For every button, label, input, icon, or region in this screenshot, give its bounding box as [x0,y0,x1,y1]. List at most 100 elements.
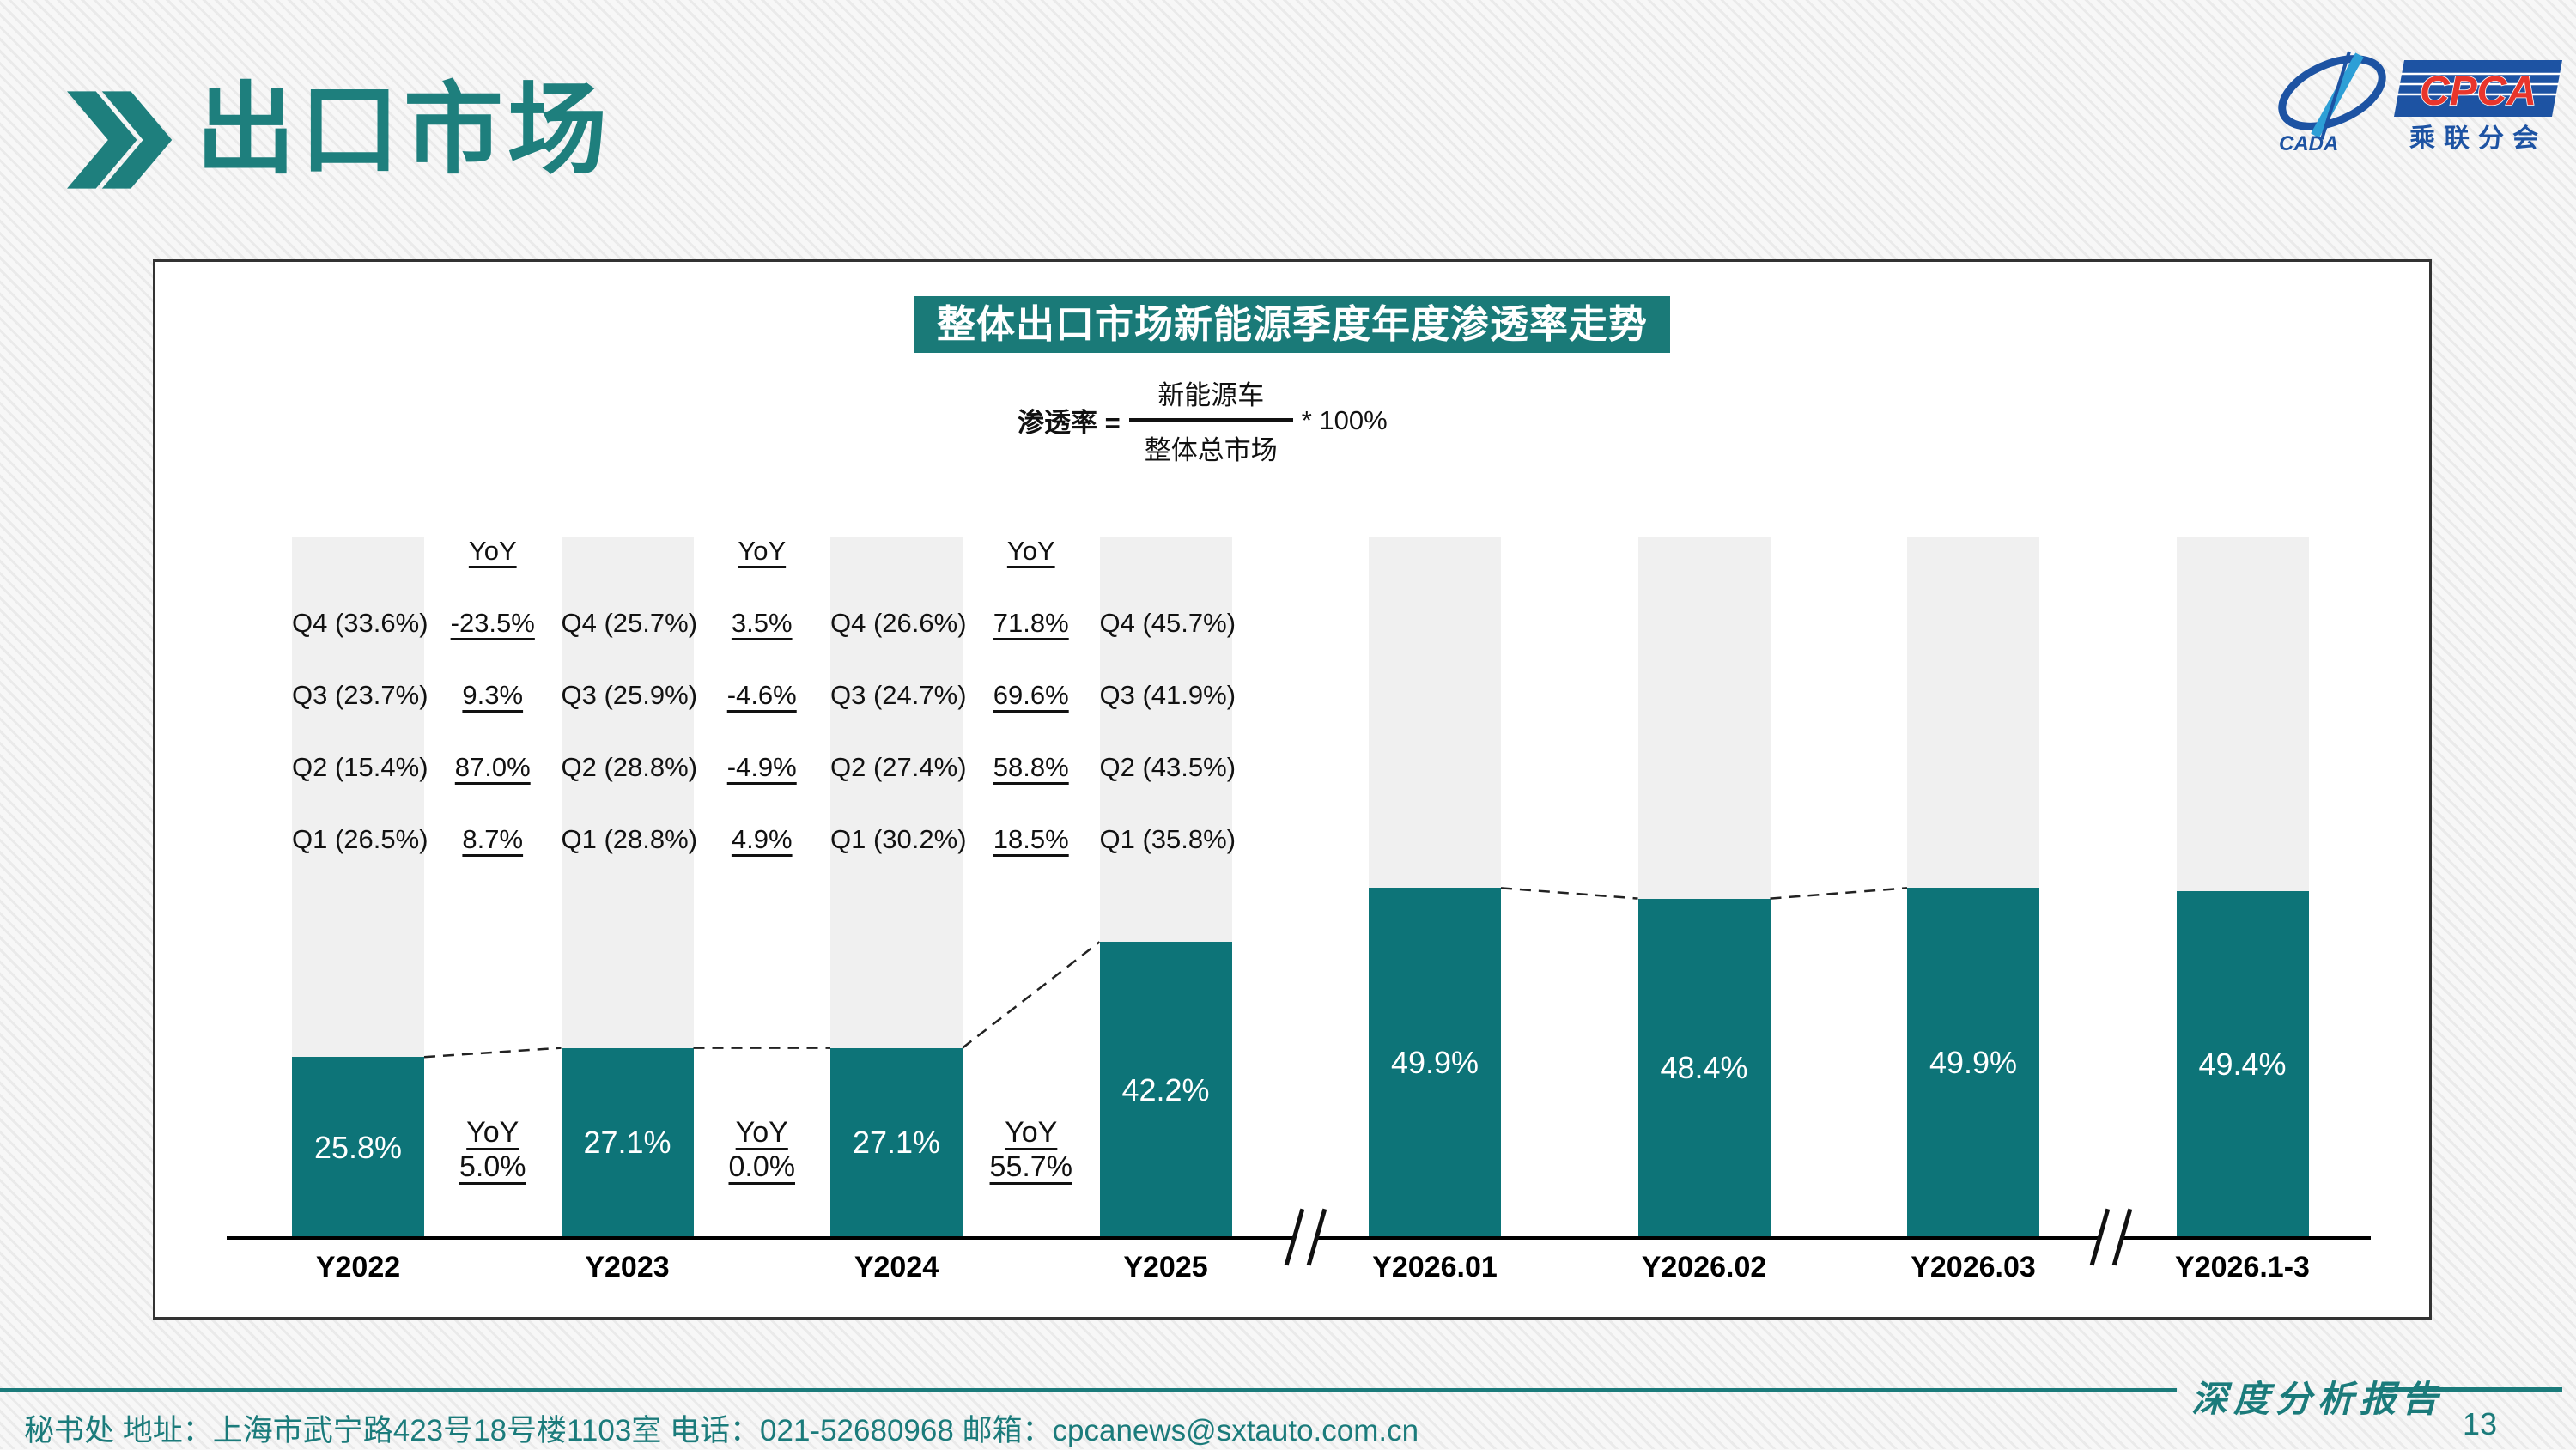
yoy-header: YoY [468,536,517,566]
cpca-text: CPCA [2420,69,2537,114]
yoy-value: 4.9% [731,824,793,854]
quarter-share: Q3 (24.7%) [830,680,967,710]
yoy-value: -23.5% [450,608,535,638]
yoy-value: 3.5% [731,608,793,638]
quarter-share: Q4 (45.7%) [1099,608,1236,638]
quarterly-column-y2025: Q4 (45.7%) Q3 (41.9%) Q2 (43.5%) Q1 (35.… [1100,607,1236,895]
x-axis-label: Y2022 [315,1251,401,1283]
formula-fraction: 新能源车 整体总市场 [1128,373,1293,467]
yoy-value: 69.6% [993,680,1069,710]
bar-y2026-03: 49.9% Y2026.03 [1907,537,2039,1283]
quarterly-yoy-column-1: YoY -23.5% 9.3% 87.0% 8.7% [416,535,570,895]
x-axis-label: Y2025 [1123,1251,1208,1283]
x-axis-label: Y2024 [854,1251,939,1283]
bar-y2024: 27.1% Y2024 [830,537,963,1283]
quarter-share: Q2 (43.5%) [1099,752,1236,782]
yoy-header: YoY [735,1116,788,1149]
bar-y2026-02: 48.4% Y2026.02 [1637,537,1771,1283]
report-type-label: 深度分析报告 [2191,1380,2445,1420]
annual-yoy-1: YoY 5.0% [416,1115,570,1184]
yoy-value: 18.5% [993,824,1069,854]
cpca-subtitle: 乘联分会 [2409,124,2547,153]
yoy-header: YoY [1005,1116,1058,1149]
x-axis-label: Y2026.02 [1641,1251,1767,1283]
bar-value-label: 27.1% [852,1125,941,1161]
quarter-share: Q1 (35.8%) [1099,824,1236,854]
yoy-value: -4.6% [726,680,797,710]
footer-divider-right [2379,1387,2562,1392]
bar-fill: 49.9% [1369,888,1501,1238]
bar-fill: 49.9% [1907,888,2039,1238]
yoy-value: 5.0% [459,1150,526,1183]
footer-contact-info: 秘书处 地址：上海市武宁路423号18号楼1103室 电话：021-526809… [24,1414,1419,1447]
bar-value-label: 42.2% [1121,1071,1210,1107]
bar-y2025: 42.2% Y2025 [1099,537,1232,1283]
bar-fill: 49.4% [2176,891,2309,1238]
quarter-share: Q2 (27.4%) [830,752,967,782]
formula-suffix: * 100% [1301,404,1388,435]
double-chevron-icon [67,91,173,189]
formula-denominator: 整体总市场 [1128,418,1293,467]
quarterly-yoy-column-2: YoY 3.5% -4.6% -4.9% 4.9% [684,535,839,895]
yoy-header: YoY [466,1116,519,1149]
annual-yoy-2: YoY 0.0% [684,1115,839,1184]
quarter-share: Q1 (30.2%) [830,824,967,854]
quarter-share: Q3 (23.7%) [292,680,428,710]
bar-y2026-1-3: 49.4% Y2026.1-3 [2175,537,2310,1283]
quarterly-column-y2023: Q4 (25.7%) Q3 (25.9%) Q2 (28.8%) Q1 (28.… [562,607,698,895]
x-axis-label: Y2026.01 [1372,1251,1498,1283]
yoy-header: YoY [738,536,787,566]
quarter-share: Q3 (25.9%) [561,680,698,710]
bar-value-label: 49.9% [1929,1045,2018,1081]
x-axis-label: Y2023 [585,1251,670,1283]
bar-fill: 27.1% [561,1047,694,1238]
bar-y2026-01: 49.9% Y2026.01 [1369,537,1501,1283]
formula-lhs: 渗透率 = [1018,408,1121,438]
yoy-value: 87.0% [454,752,531,782]
axis-break-icon [2082,1207,2137,1267]
bar-value-label: 49.4% [2198,1047,2287,1083]
yoy-value: 58.8% [993,752,1069,782]
quarter-share: Q2 (15.4%) [292,752,428,782]
bar-value-label: 27.1% [583,1125,671,1161]
penetration-formula: 渗透率 = 新能源车 整体总市场 * 100% [1018,373,1388,467]
bar-fill: 48.4% [1637,898,1771,1238]
quarter-share: Q4 (25.7%) [561,608,698,638]
cada-text: CADA [2279,132,2338,153]
bar-fill: 25.8% [292,1057,424,1238]
page-number: 13 [2463,1406,2498,1441]
cada-emblem-icon: CADA [2278,51,2386,155]
formula-numerator: 新能源车 [1157,380,1265,410]
yoy-value: 71.8% [993,608,1069,638]
x-axis-label: Y2026.03 [1911,1251,2036,1283]
bar-y2022: 25.8% Y2022 [292,537,424,1283]
quarter-share: Q4 (33.6%) [292,608,428,638]
yoy-value: -4.9% [726,752,797,782]
yoy-value: 0.0% [728,1150,796,1183]
quarter-share: Q4 (26.6%) [830,608,967,638]
quarter-share: Q1 (26.5%) [292,824,428,854]
footer-divider [0,1388,2177,1392]
quarter-share: Q3 (41.9%) [1099,680,1236,710]
quarterly-column-y2022: Q4 (33.6%) Q3 (23.7%) Q2 (15.4%) Q1 (26.… [292,607,428,895]
quarterly-column-y2024: Q4 (26.6%) Q3 (24.7%) Q2 (27.4%) Q1 (30.… [830,607,967,895]
quarterly-yoy-column-3: YoY 71.8% 69.6% 58.8% 18.5% [954,535,1109,895]
axis-break-icon [1277,1207,1332,1267]
cpca-badge: CPCA 乘联分会 [2394,60,2562,153]
yoy-value: 8.7% [462,824,524,854]
annual-yoy-3: YoY 55.7% [954,1115,1109,1184]
page-title: 出口市场 [196,74,611,185]
cpca-logo: CADA CPCA 乘联分会 [2274,50,2562,157]
bar-fill: 27.1% [830,1047,963,1238]
yoy-value: 9.3% [462,680,524,710]
chart-title: 整体出口市场新能源季度年度渗透率走势 [914,296,1671,353]
quarter-share: Q2 (28.8%) [561,752,698,782]
yoy-header: YoY [1006,536,1055,566]
quarter-share: Q1 (28.8%) [561,824,698,854]
chart-panel: 整体出口市场新能源季度年度渗透率走势 渗透率 = 新能源车 整体总市场 * 10… [153,259,2432,1320]
bar-value-label: 25.8% [313,1129,403,1165]
bar-fill: 42.2% [1099,942,1232,1238]
x-axis-label: Y2026.1-3 [2175,1251,2310,1283]
bar-value-label: 49.9% [1390,1045,1479,1081]
